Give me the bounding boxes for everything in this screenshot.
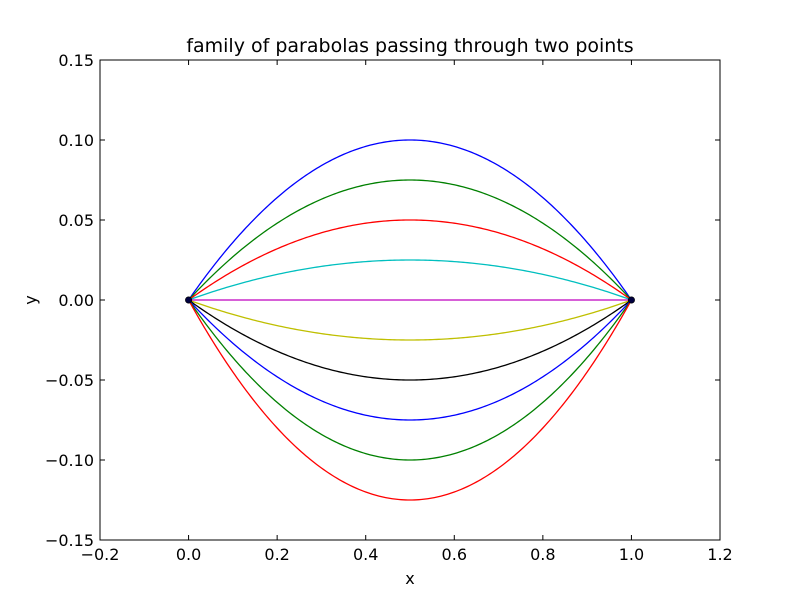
x-axis-label: x	[405, 569, 414, 588]
x-tick-label: 0.6	[442, 545, 467, 564]
y-tick-label: 0.00	[58, 291, 94, 310]
y-axis-ticks: −0.15 −0.10 −0.05 0.00 0.05 0.10 0.15	[45, 51, 720, 550]
x-tick-label: 1.0	[619, 545, 644, 564]
y-tick-label: −0.05	[45, 371, 94, 390]
y-tick-label: −0.10	[45, 451, 94, 470]
series-line-1	[188, 139, 632, 301]
x-axis-ticks: −0.2 0.0 0.2 0.4 0.6 0.8 1.0 1.2	[81, 60, 733, 564]
x-tick-label: 0.0	[176, 545, 201, 564]
series-line-9	[188, 299, 632, 461]
series-line-6	[188, 299, 632, 341]
x-tick-label: 1.2	[707, 545, 732, 564]
series-line-7	[188, 299, 632, 381]
point-marker-2	[627, 296, 635, 304]
x-tick-label: 0.2	[264, 545, 289, 564]
x-tick-label: 0.8	[530, 545, 555, 564]
y-tick-label: 0.05	[58, 211, 94, 230]
y-tick-label: 0.15	[58, 51, 94, 70]
chart-title: family of parabolas passing through two …	[186, 35, 633, 57]
series-line-8	[188, 299, 632, 421]
series-line-10	[188, 299, 632, 501]
series-line-3	[188, 219, 632, 301]
y-tick-label: −0.15	[45, 531, 94, 550]
x-tick-label: −0.2	[81, 545, 120, 564]
point-marker-1	[185, 296, 193, 304]
y-tick-label: 0.10	[58, 131, 94, 150]
points-layer	[185, 296, 635, 304]
series-line-2	[188, 179, 632, 301]
y-axis-label: y	[21, 295, 40, 304]
x-tick-label: 0.4	[353, 545, 378, 564]
series-layer	[188, 139, 632, 501]
series-line-4	[188, 259, 632, 301]
